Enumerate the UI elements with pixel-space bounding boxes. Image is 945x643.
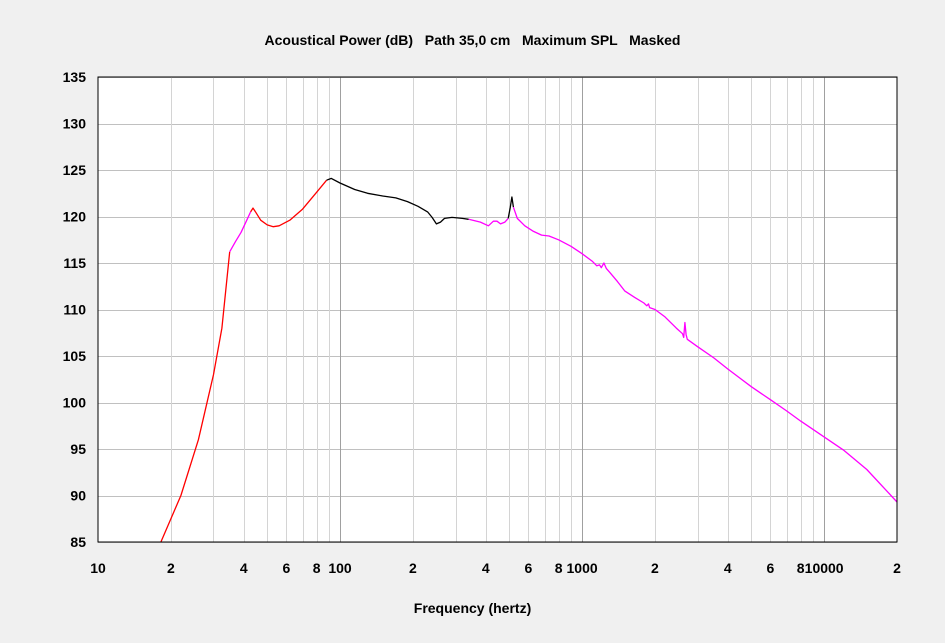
series-line-0: [160, 251, 231, 543]
y-tick-label: 115: [63, 255, 86, 271]
x-tick-label: 4: [482, 560, 490, 576]
y-tick-label: 125: [63, 162, 87, 178]
series-line-1: [229, 211, 252, 253]
series-layer: [160, 177, 898, 543]
y-tick-label: 90: [70, 488, 86, 504]
x-tick-label: 2: [651, 560, 659, 576]
series-line-6: [512, 206, 898, 503]
y-tick-label: 135: [63, 69, 87, 85]
plot-background: [98, 77, 897, 542]
series-line-5: [507, 196, 515, 219]
x-tick-label: 2: [409, 560, 417, 576]
plot-border: [97, 76, 898, 543]
chart-title: Acoustical Power (dB) Path 35,0 cm Maxim…: [264, 32, 681, 48]
x-tick-label: 10000: [805, 560, 844, 576]
x-tick-label: 100: [328, 560, 352, 576]
y-tick-label: 110: [63, 302, 86, 318]
y-tick-label: 100: [63, 395, 87, 411]
series-line-3: [326, 177, 469, 225]
x-tick-label: 4: [724, 560, 732, 576]
x-tick-label: 8: [797, 560, 805, 576]
grid-lines: [98, 77, 897, 543]
x-tick-label: 1000: [567, 560, 598, 576]
x-tick-labels: 10 2 4 6 8 100 2 4 6 8 1000 2 4 6 8 10000 2: [90, 560, 901, 576]
y-tick-label: 120: [63, 209, 87, 225]
x-tick-label: 2: [893, 560, 901, 576]
y-tick-label: 95: [70, 441, 86, 457]
x-tick-label: 2: [167, 560, 175, 576]
x-tick-label: 8: [555, 560, 563, 576]
y-tick-label: 105: [63, 348, 87, 364]
x-tick-label: 6: [282, 560, 290, 576]
y-tick-label: 85: [70, 534, 86, 550]
y-tick-label: 130: [63, 116, 87, 132]
x-tick-label: 10: [90, 560, 106, 576]
y-tick-labels: 85 90 95 100 105 110 115 120 125 130 135: [63, 69, 87, 550]
series-line-4: [468, 217, 509, 227]
x-axis-label: Frequency (hertz): [413, 600, 532, 616]
x-tick-label: 8: [313, 560, 321, 576]
series-line-2: [250, 179, 328, 228]
x-tick-label: 6: [767, 560, 775, 576]
x-tick-label: 6: [524, 560, 532, 576]
x-tick-label: 4: [240, 560, 248, 576]
